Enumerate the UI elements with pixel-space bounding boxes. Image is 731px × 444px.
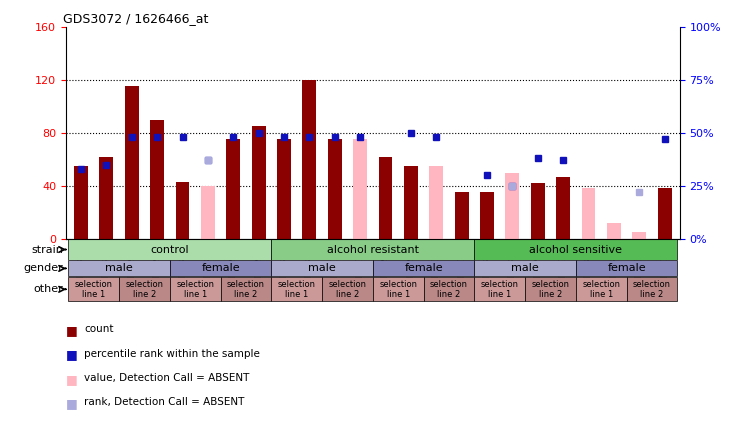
Bar: [327, 139, 341, 239]
Bar: [373, 261, 474, 276]
Bar: [119, 277, 170, 301]
Bar: [404, 166, 418, 239]
Text: alcohol resistant: alcohol resistant: [327, 245, 419, 254]
Bar: [632, 232, 646, 239]
Text: female: female: [404, 263, 443, 274]
Text: female: female: [201, 263, 240, 274]
Text: gender: gender: [23, 263, 64, 274]
Text: count: count: [84, 324, 113, 334]
Bar: [455, 192, 469, 239]
Text: selection
line 1: selection line 1: [582, 280, 620, 299]
Text: value, Detection Call = ABSENT: value, Detection Call = ABSENT: [84, 373, 249, 383]
Bar: [303, 80, 317, 239]
Bar: [531, 183, 545, 239]
Text: male: male: [511, 263, 539, 274]
Text: alcohol sensitive: alcohol sensitive: [529, 245, 622, 254]
Text: selection
line 2: selection line 2: [328, 280, 366, 299]
Bar: [68, 239, 271, 260]
Text: selection
line 2: selection line 2: [531, 280, 569, 299]
Bar: [556, 177, 570, 239]
Bar: [99, 157, 113, 239]
Bar: [576, 277, 626, 301]
Text: male: male: [308, 263, 336, 274]
Bar: [201, 186, 215, 239]
Bar: [474, 277, 525, 301]
Text: ■: ■: [66, 397, 77, 410]
Bar: [271, 277, 322, 301]
Text: ■: ■: [66, 349, 77, 361]
Text: GDS3072 / 1626466_at: GDS3072 / 1626466_at: [63, 12, 208, 25]
Bar: [480, 192, 494, 239]
Text: selection
line 2: selection line 2: [126, 280, 164, 299]
Bar: [525, 277, 576, 301]
Bar: [429, 166, 443, 239]
Bar: [373, 277, 423, 301]
Bar: [68, 277, 119, 301]
Bar: [170, 261, 271, 276]
Text: female: female: [607, 263, 646, 274]
Text: selection
line 1: selection line 1: [379, 280, 417, 299]
Bar: [271, 239, 474, 260]
Bar: [474, 239, 678, 260]
Bar: [227, 139, 240, 239]
Text: selection
line 1: selection line 1: [176, 280, 214, 299]
Text: rank, Detection Call = ABSENT: rank, Detection Call = ABSENT: [84, 397, 244, 408]
Bar: [322, 277, 373, 301]
Bar: [505, 173, 519, 239]
Bar: [607, 223, 621, 239]
Bar: [221, 277, 271, 301]
Bar: [74, 166, 88, 239]
Bar: [125, 86, 139, 239]
Bar: [150, 119, 164, 239]
Bar: [271, 261, 373, 276]
Bar: [626, 277, 678, 301]
Bar: [474, 261, 576, 276]
Bar: [175, 182, 189, 239]
Bar: [379, 157, 393, 239]
Text: ■: ■: [66, 324, 77, 337]
Text: selection
line 2: selection line 2: [633, 280, 671, 299]
Text: control: control: [151, 245, 189, 254]
Bar: [68, 261, 170, 276]
Text: selection
line 2: selection line 2: [227, 280, 265, 299]
Bar: [251, 126, 265, 239]
Bar: [170, 277, 221, 301]
Bar: [658, 189, 672, 239]
Bar: [576, 261, 678, 276]
Text: selection
line 1: selection line 1: [75, 280, 113, 299]
Text: selection
line 1: selection line 1: [481, 280, 519, 299]
Text: strain: strain: [31, 245, 64, 254]
Text: other: other: [34, 284, 64, 294]
Text: ■: ■: [66, 373, 77, 386]
Text: selection
line 2: selection line 2: [430, 280, 468, 299]
Bar: [277, 139, 291, 239]
Bar: [423, 277, 474, 301]
Text: selection
line 1: selection line 1: [278, 280, 316, 299]
Bar: [581, 189, 596, 239]
Text: percentile rank within the sample: percentile rank within the sample: [84, 349, 260, 359]
Text: male: male: [105, 263, 133, 274]
Bar: [353, 139, 367, 239]
